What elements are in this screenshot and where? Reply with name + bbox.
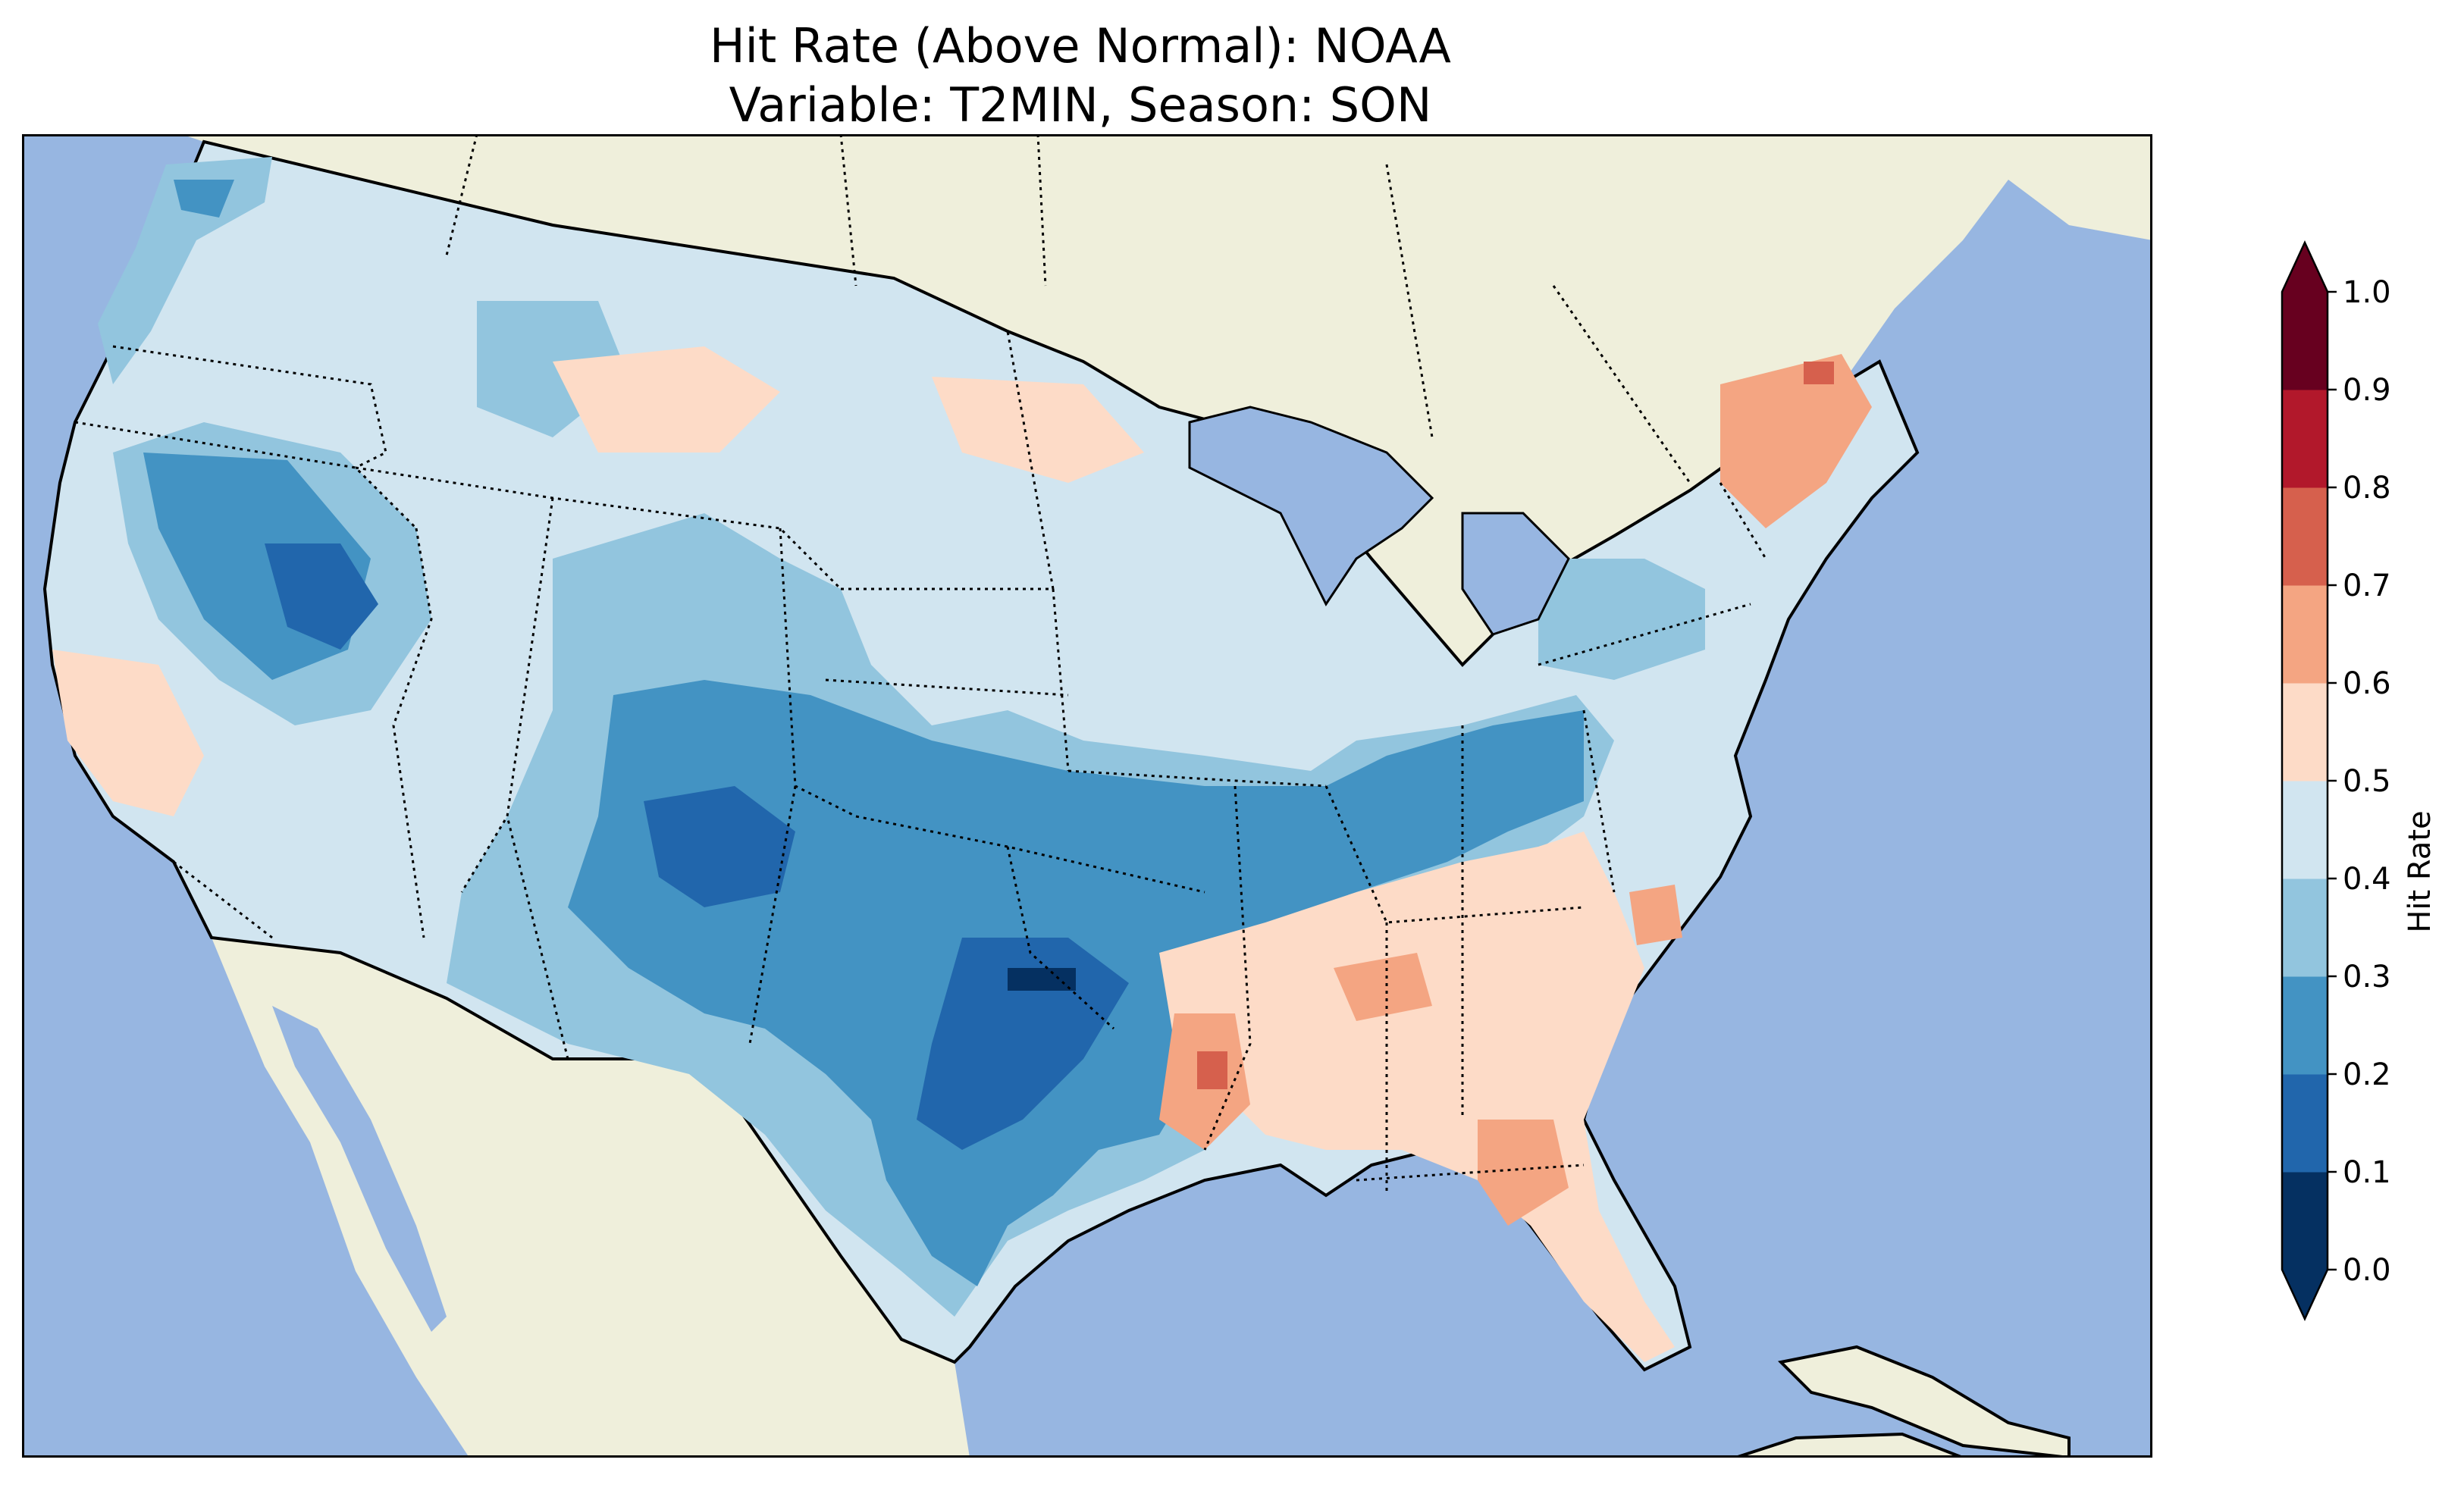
colorbar-segment <box>2282 1074 2328 1173</box>
colorbar-tick-label: 0.1 <box>2343 1155 2391 1190</box>
state-borders <box>74 330 1767 1195</box>
title-line-1: Hit Rate (Above Normal): NOAA <box>710 18 1451 74</box>
colorbar-tick-label: 0.6 <box>2343 666 2391 701</box>
colorbar-tick-label: 0.3 <box>2343 960 2391 994</box>
cuba-land <box>1777 1345 2071 1458</box>
colorbar-tick-label: 0.9 <box>2343 373 2391 408</box>
colorbar-segment <box>2282 879 2328 977</box>
colorbar-label: Hit Rate <box>2403 810 2437 932</box>
hit-rate-field <box>42 139 1920 1372</box>
colorbar-segment <box>2282 585 2328 684</box>
colorbar-tick-label: 0.4 <box>2343 862 2391 897</box>
chart-title: Hit Rate (Above Normal): NOAA Variable: … <box>0 17 2161 135</box>
colorbar-body <box>2281 240 2329 1321</box>
great-lakes <box>1188 406 1434 606</box>
colorbar-segment <box>2282 487 2328 586</box>
colorbar-segment <box>2282 683 2328 781</box>
colorbar-segment <box>2282 390 2328 488</box>
mexico-land <box>212 938 970 1458</box>
map-frame <box>22 134 2152 1458</box>
gulf-of-california <box>272 1006 447 1332</box>
colorbar-ticks: 0.0 0.1 0.2 0.3 0.4 0.5 0.6 0.7 0.8 0.9 1.0 <box>2328 275 2391 1288</box>
colorbar-tick-label: 0.2 <box>2343 1057 2391 1092</box>
colorbar-tick-label: 0.7 <box>2343 568 2391 603</box>
title-line-2: Variable: T2MIN, Season: SON <box>729 77 1432 133</box>
colorbar-tick-label: 0.0 <box>2343 1253 2391 1288</box>
map-panel <box>22 134 2152 1458</box>
colorbar-segment <box>2282 292 2328 390</box>
colorbar-tick-label: 0.8 <box>2343 471 2391 506</box>
colorbar-segment <box>2282 1172 2328 1270</box>
colorbar-segment <box>2282 781 2328 879</box>
colorbar-tick-label: 1.0 <box>2343 275 2391 310</box>
colorbar-extend-max <box>2282 243 2328 292</box>
colorbar-extend-min <box>2282 1270 2328 1319</box>
colorbar-tick-label: 0.5 <box>2343 764 2391 799</box>
colorbar-segment <box>2282 976 2328 1075</box>
south-america-land <box>1735 1432 1964 1458</box>
colorbar: 0.0 0.1 0.2 0.3 0.4 0.5 0.6 0.7 0.8 0.9 1.0 Hit Ra… <box>2281 240 2437 1321</box>
canada-land <box>181 134 2152 665</box>
